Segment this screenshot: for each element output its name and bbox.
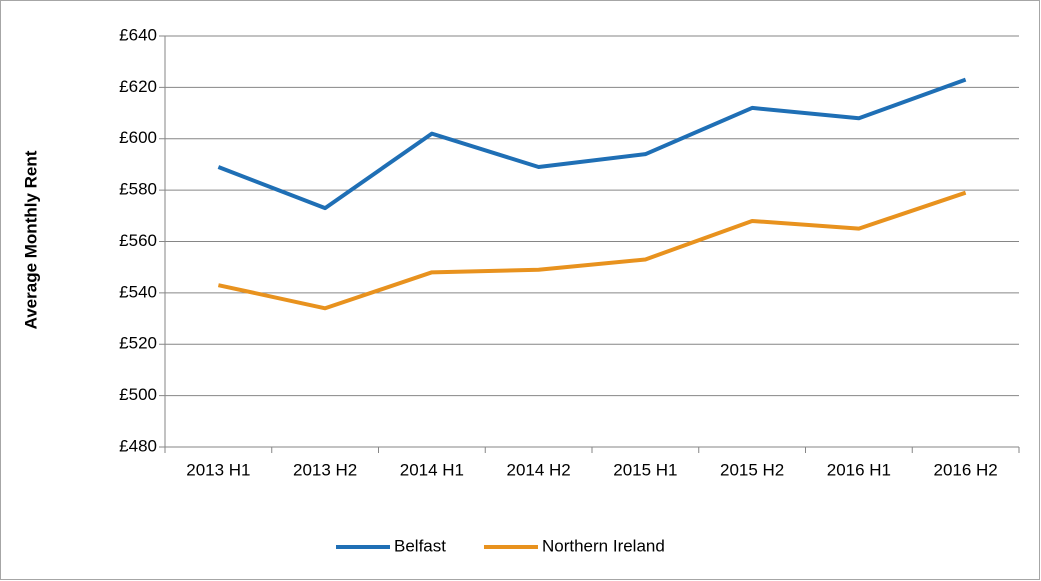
legend-label: Belfast [394,536,446,555]
x-tick-label: 2013 H1 [186,460,250,479]
y-tick-label: £620 [119,77,157,96]
x-tick-label: 2016 H1 [827,460,891,479]
y-tick-label: £560 [119,231,157,250]
y-axis-label: Average Monthly Rent [21,150,40,329]
y-tick-label: £500 [119,385,157,404]
y-tick-label: £540 [119,282,157,301]
x-tick-label: 2016 H2 [933,460,997,479]
x-tick-label: 2015 H2 [720,460,784,479]
legend-label: Northern Ireland [542,536,665,555]
y-tick-label: £520 [119,334,157,353]
y-tick-label: £640 [119,25,157,44]
x-tick-label: 2013 H2 [293,460,357,479]
y-tick-label: £580 [119,180,157,199]
data-line [217,190,967,311]
x-tick-label: 2014 H2 [506,460,570,479]
x-tick-label: 2014 H1 [400,460,464,479]
x-tick-label: 2015 H1 [613,460,677,479]
data-line [217,77,967,211]
y-tick-label: £600 [119,128,157,147]
y-tick-label: £480 [119,436,157,455]
